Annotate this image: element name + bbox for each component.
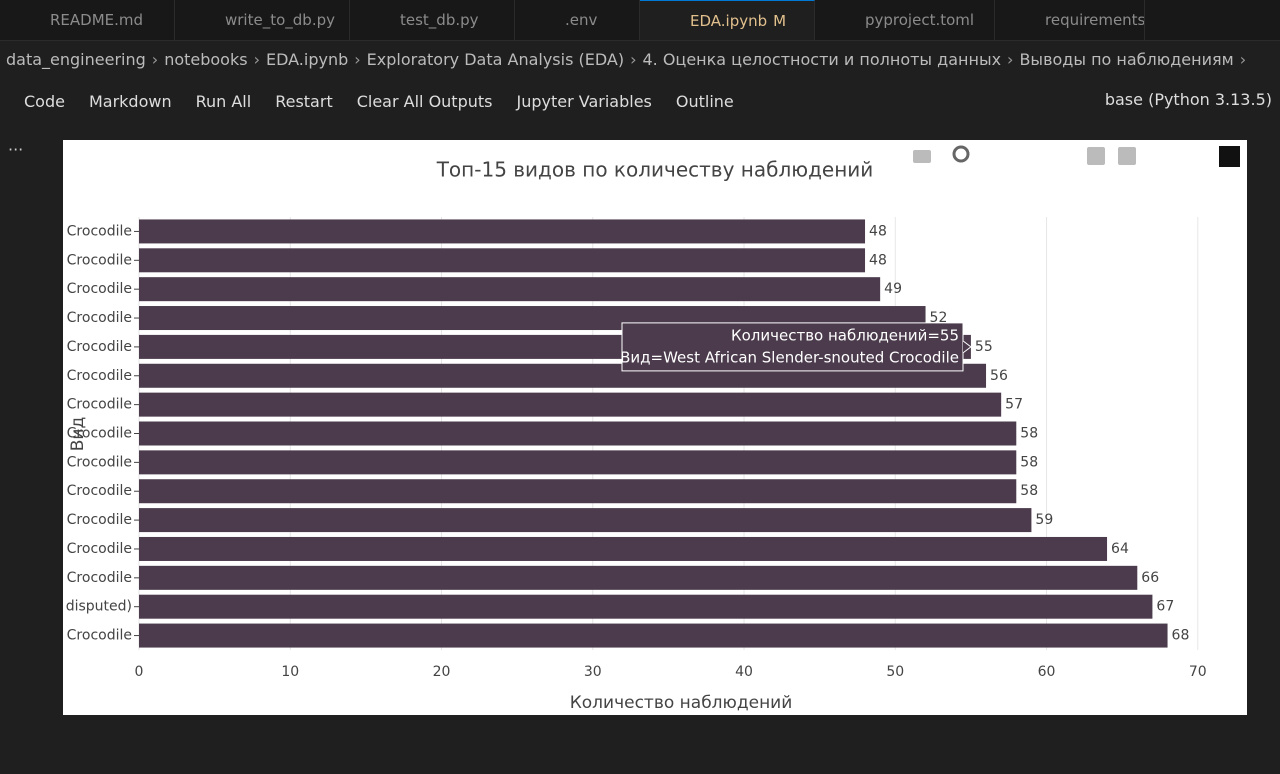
breadcrumb[interactable]: data_engineering [6,50,146,69]
toolbar-button[interactable]: Code [24,91,65,111]
bar [139,450,1017,475]
bar [139,508,1032,533]
tab-label: test_db.py [400,11,479,29]
y-tick-label: Crocodile [67,483,132,499]
cell-menu[interactable]: ··· [8,140,24,159]
y-axis-title: Вид [68,417,88,451]
bar [139,565,1138,590]
data-label: 59 [1035,512,1053,528]
toolbar-button[interactable]: Restart [275,91,333,111]
y-tick-label: Crocodile [67,426,132,442]
kernel-picker[interactable]: base (Python 3.13.5) [1104,90,1272,109]
y-tick-label: Crocodile [67,223,132,239]
tab-label: README.md [50,11,144,29]
breadcrumbs: data_engineering › notebooks › EDA.ipynb › Exp… [6,50,1252,69]
y-tick-label: Crocodile [67,339,132,355]
tab-bar: README.md write_to_db.py test_db.py .env EDA… [0,0,1280,41]
data-label: 56 [990,368,1008,384]
y-tick-label: Crocodile [67,628,132,644]
tooltip-text: Вид=West African Slender-snouted Crocodi… [620,348,959,366]
tab[interactable]: test_db.py [350,0,515,40]
y-tick-label: Crocodile [67,512,132,528]
toolbar-button[interactable]: Run All [195,91,252,111]
separator: › [151,50,159,69]
toolbar-button[interactable]: Outline [675,91,734,111]
data-label: 49 [884,281,902,297]
x-tick-label: 10 [281,664,299,680]
x-tick-label: 60 [1038,664,1056,680]
y-tick-label: Crocodile [67,397,132,413]
x-axis-title: Количество наблюдений [570,693,793,713]
tab[interactable]: write_to_db.py [175,0,350,40]
breadcrumb[interactable]: 4. Оценка целостности и полноты данных [642,50,1002,69]
tab[interactable]: .env [515,0,640,40]
bar [139,594,1153,619]
toolbar-button[interactable]: Jupyter Variables [516,91,652,111]
x-tick-label: 70 [1189,664,1207,680]
tab[interactable]: pyproject.toml [815,0,995,40]
x-tick-label: 50 [886,664,904,680]
toolbar-button[interactable]: Clear All Outputs [356,91,493,111]
data-label: 67 [1156,599,1174,615]
bar [139,479,1017,504]
separator: › [354,50,361,69]
tab-badge: M [773,12,787,30]
tooltip-text: Количество наблюдений=55 [731,326,959,344]
data-label: 64 [1111,541,1129,557]
data-label: 52 [930,310,948,326]
y-tick-label: Crocodile [67,570,132,586]
notebook-toolbar: Code Markdown Run All Restart Clear All Outp… [0,88,734,114]
y-tick-label: Crocodile [67,368,132,384]
separator: › [1239,50,1247,69]
breadcrumb[interactable]: Выводы по наблюдениям [1019,50,1234,69]
data-label: 58 [1020,483,1038,499]
breadcrumb[interactable]: notebooks [164,50,248,69]
chart: Топ-15 видов по количеству наблюдений Ко… [63,140,1247,715]
x-tick-label: 30 [584,664,602,680]
y-tick-label: Crocodile [67,281,132,297]
tooltip-arrow [962,340,972,354]
y-tick-label: Crocodile [67,454,132,470]
tab[interactable]: requirements.t [995,0,1145,40]
data-label: 55 [975,339,993,355]
bar [139,248,866,273]
y-tick-label: Crocodile [67,252,132,268]
data-label: 48 [869,252,887,268]
x-tick-label: 20 [433,664,451,680]
bar [139,421,1017,446]
y-tick-label: disputed) [66,599,132,615]
y-tick-label: Crocodile [67,310,132,326]
tab-label: requirements.t [1045,11,1145,29]
bar [139,623,1168,648]
separator: › [630,50,637,69]
separator: › [253,50,260,69]
tab-label: pyproject.toml [865,11,975,29]
bar [139,219,866,244]
breadcrumb[interactable]: Exploratory Data Analysis (EDA) [366,50,625,69]
x-tick-label: 0 [135,664,144,680]
data-label: 57 [1005,397,1023,413]
x-tick-label: 40 [735,664,753,680]
chart-title: Топ-15 видов по количеству наблюдений [436,158,874,182]
bar [139,277,881,302]
data-label: 58 [1020,454,1038,470]
modebar[interactable] [913,145,1240,167]
data-label: 58 [1020,426,1038,442]
data-label: 66 [1141,570,1159,586]
breadcrumb[interactable]: EDA.ipynb [265,50,349,69]
tab[interactable]: EDA.ipynb M [640,0,815,40]
toolbar-button[interactable]: Markdown [88,91,172,111]
bar [139,536,1108,561]
separator: › [1007,50,1014,69]
tab-label: EDA.ipynb [690,12,768,30]
data-label: 68 [1172,628,1190,644]
tab-label: write_to_db.py [225,11,335,29]
y-tick-label: Crocodile [67,541,132,557]
tab-label: .env [565,11,598,29]
data-label: 48 [869,223,887,239]
tab[interactable]: README.md [0,0,175,40]
bar [139,392,1002,417]
